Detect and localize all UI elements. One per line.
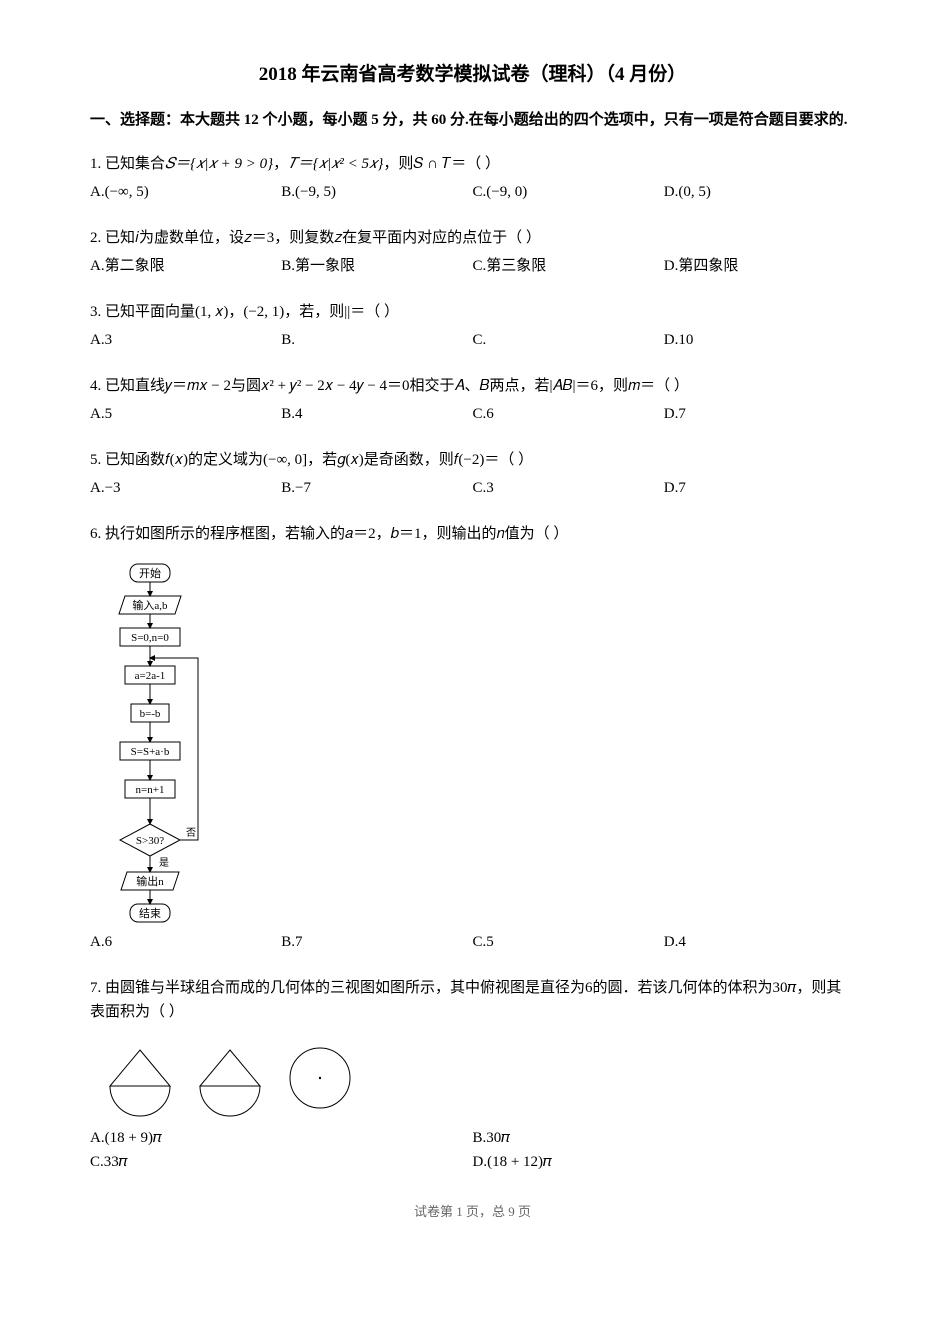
q7-opt-b: B.30𝜋 (473, 1126, 856, 1150)
q4-opt-a: A.5 (90, 402, 281, 426)
q2-opt-b: B.第一象限 (281, 254, 472, 278)
q1-post: ，则𝑆 ∩ 𝑇＝（ ） (383, 156, 500, 172)
q1-opt-c: C.(−9, 0) (473, 180, 664, 204)
q4-opt-d: D.7 (664, 402, 855, 426)
svg-text:输入a,b: 输入a,b (132, 598, 168, 612)
three-view-svg (90, 1038, 390, 1118)
q2-opt-c: C.第三象限 (473, 254, 664, 278)
q1-opt-d: D.(0, 5) (664, 180, 855, 204)
q5-opt-b: B.−7 (281, 476, 472, 500)
question-4-text: 4. 已知直线𝑦＝𝑚𝑥 − 2与圆𝑥² + 𝑦² − 2𝑥 − 4𝑦 − 4＝0… (90, 374, 855, 398)
q7-opt-a: A.(18 + 9)𝜋 (90, 1126, 473, 1150)
three-view (90, 1038, 855, 1118)
svg-text:开始: 开始 (139, 566, 161, 580)
question-3-text: 3. 已知平面向量(1, 𝑥)，(−2, 1)，若，则||＝（ ） (90, 300, 855, 324)
question-5-options: A.−3 B.−7 C.3 D.7 (90, 476, 855, 500)
svg-text:S>30?: S>30? (136, 835, 164, 847)
q7-opt-d: D.(18 + 12)𝜋 (473, 1150, 856, 1174)
question-6-text: 6. 执行如图所示的程序框图，若输入的𝑎＝2，𝑏＝1，则输出的𝑛值为（ ） (90, 522, 855, 546)
q3-opt-b: B. (281, 328, 472, 352)
q3-opt-c: C. (473, 328, 664, 352)
question-2: 2. 已知𝑖为虚数单位，设𝑧＝3，则复数𝑧在复平面内对应的点位于（ ） A.第二… (90, 226, 855, 278)
question-4: 4. 已知直线𝑦＝𝑚𝑥 − 2与圆𝑥² + 𝑦² − 2𝑥 − 4𝑦 − 4＝0… (90, 374, 855, 426)
q4-opt-b: B.4 (281, 402, 472, 426)
svg-text:结束: 结束 (139, 907, 161, 920)
question-7-options: A.(18 + 9)𝜋 B.30𝜋 C.33𝜋 D.(18 + 12)𝜋 (90, 1126, 855, 1174)
q2-opt-a: A.第二象限 (90, 254, 281, 278)
question-4-options: A.5 B.4 C.6 D.7 (90, 402, 855, 426)
question-2-text: 2. 已知𝑖为虚数单位，设𝑧＝3，则复数𝑧在复平面内对应的点位于（ ） (90, 226, 855, 250)
q6-opt-a: A.6 (90, 930, 281, 954)
q1-set2: 𝑇＝{𝑥|𝑥² < 5𝑥} (288, 156, 383, 172)
question-5-text: 5. 已知函数𝑓(𝑥)的定义域为(−∞, 0]，若𝑔(𝑥)是奇函数，则𝑓(−2)… (90, 448, 855, 472)
q1-pre: 1. 已知集合 (90, 156, 165, 172)
q1-sep: ， (273, 156, 288, 172)
question-6: 6. 执行如图所示的程序框图，若输入的𝑎＝2，𝑏＝1，则输出的𝑛值为（ ） 开始… (90, 522, 855, 954)
question-7-text: 7. 由圆锥与半球组合而成的几何体的三视图如图所示，其中俯视图是直径为6的圆．若… (90, 976, 855, 1024)
svg-text:S=S+a·b: S=S+a·b (131, 746, 170, 758)
q5-opt-c: C.3 (473, 476, 664, 500)
question-6-options: A.6 B.7 C.5 D.4 (90, 930, 855, 954)
question-1-options: A.(−∞, 5) B.(−9, 5) C.(−9, 0) D.(0, 5) (90, 180, 855, 204)
q6-opt-b: B.7 (281, 930, 472, 954)
svg-text:S=0,n=0: S=0,n=0 (131, 632, 169, 644)
q7-opt-c: C.33𝜋 (90, 1150, 473, 1174)
svg-text:输出n: 输出n (136, 874, 164, 888)
q3-opt-d: D.10 (664, 328, 855, 352)
question-3: 3. 已知平面向量(1, 𝑥)，(−2, 1)，若，则||＝（ ） A.3 B.… (90, 300, 855, 352)
q5-opt-d: D.7 (664, 476, 855, 500)
svg-text:a=2a-1: a=2a-1 (135, 670, 166, 682)
q1-set1: 𝑆＝{𝑥|𝑥 + 9 > 0} (165, 156, 273, 172)
question-7: 7. 由圆锥与半球组合而成的几何体的三视图如图所示，其中俯视图是直径为6的圆．若… (90, 976, 855, 1174)
flowchart-svg: 开始输入a,b S=0,n=0 a=2a-1 b=-b S=S+a·b n=n+1 S>30… (90, 556, 210, 926)
svg-text:否: 否 (186, 827, 196, 839)
q6-opt-c: C.5 (473, 930, 664, 954)
section-header: 一、选择题：本大题共 12 个小题，每小题 5 分，共 60 分.在每小题给出的… (90, 108, 855, 132)
svg-text:n=n+1: n=n+1 (136, 784, 165, 796)
q2-opt-d: D.第四象限 (664, 254, 855, 278)
page-footer: 试卷第 1 页，总 9 页 (90, 1202, 855, 1223)
q1-opt-a: A.(−∞, 5) (90, 180, 281, 204)
q6-opt-d: D.4 (664, 930, 855, 954)
page-title: 2018 年云南省高考数学模拟试卷（理科）（4 月份） (90, 60, 855, 90)
q1-opt-b: B.(−9, 5) (281, 180, 472, 204)
q5-opt-a: A.−3 (90, 476, 281, 500)
question-1-text: 1. 已知集合𝑆＝{𝑥|𝑥 + 9 > 0}，𝑇＝{𝑥|𝑥² < 5𝑥}，则𝑆 … (90, 152, 855, 176)
q3-opt-a: A.3 (90, 328, 281, 352)
svg-text:是: 是 (159, 857, 169, 869)
question-1: 1. 已知集合𝑆＝{𝑥|𝑥 + 9 > 0}，𝑇＝{𝑥|𝑥² < 5𝑥}，则𝑆 … (90, 152, 855, 204)
question-3-options: A.3 B. C. D.10 (90, 328, 855, 352)
svg-text:b=-b: b=-b (140, 708, 161, 720)
q4-opt-c: C.6 (473, 402, 664, 426)
question-2-options: A.第二象限 B.第一象限 C.第三象限 D.第四象限 (90, 254, 855, 278)
question-5: 5. 已知函数𝑓(𝑥)的定义域为(−∞, 0]，若𝑔(𝑥)是奇函数，则𝑓(−2)… (90, 448, 855, 500)
flowchart: 开始输入a,b S=0,n=0 a=2a-1 b=-b S=S+a·b n=n+1 S>30… (90, 556, 855, 926)
